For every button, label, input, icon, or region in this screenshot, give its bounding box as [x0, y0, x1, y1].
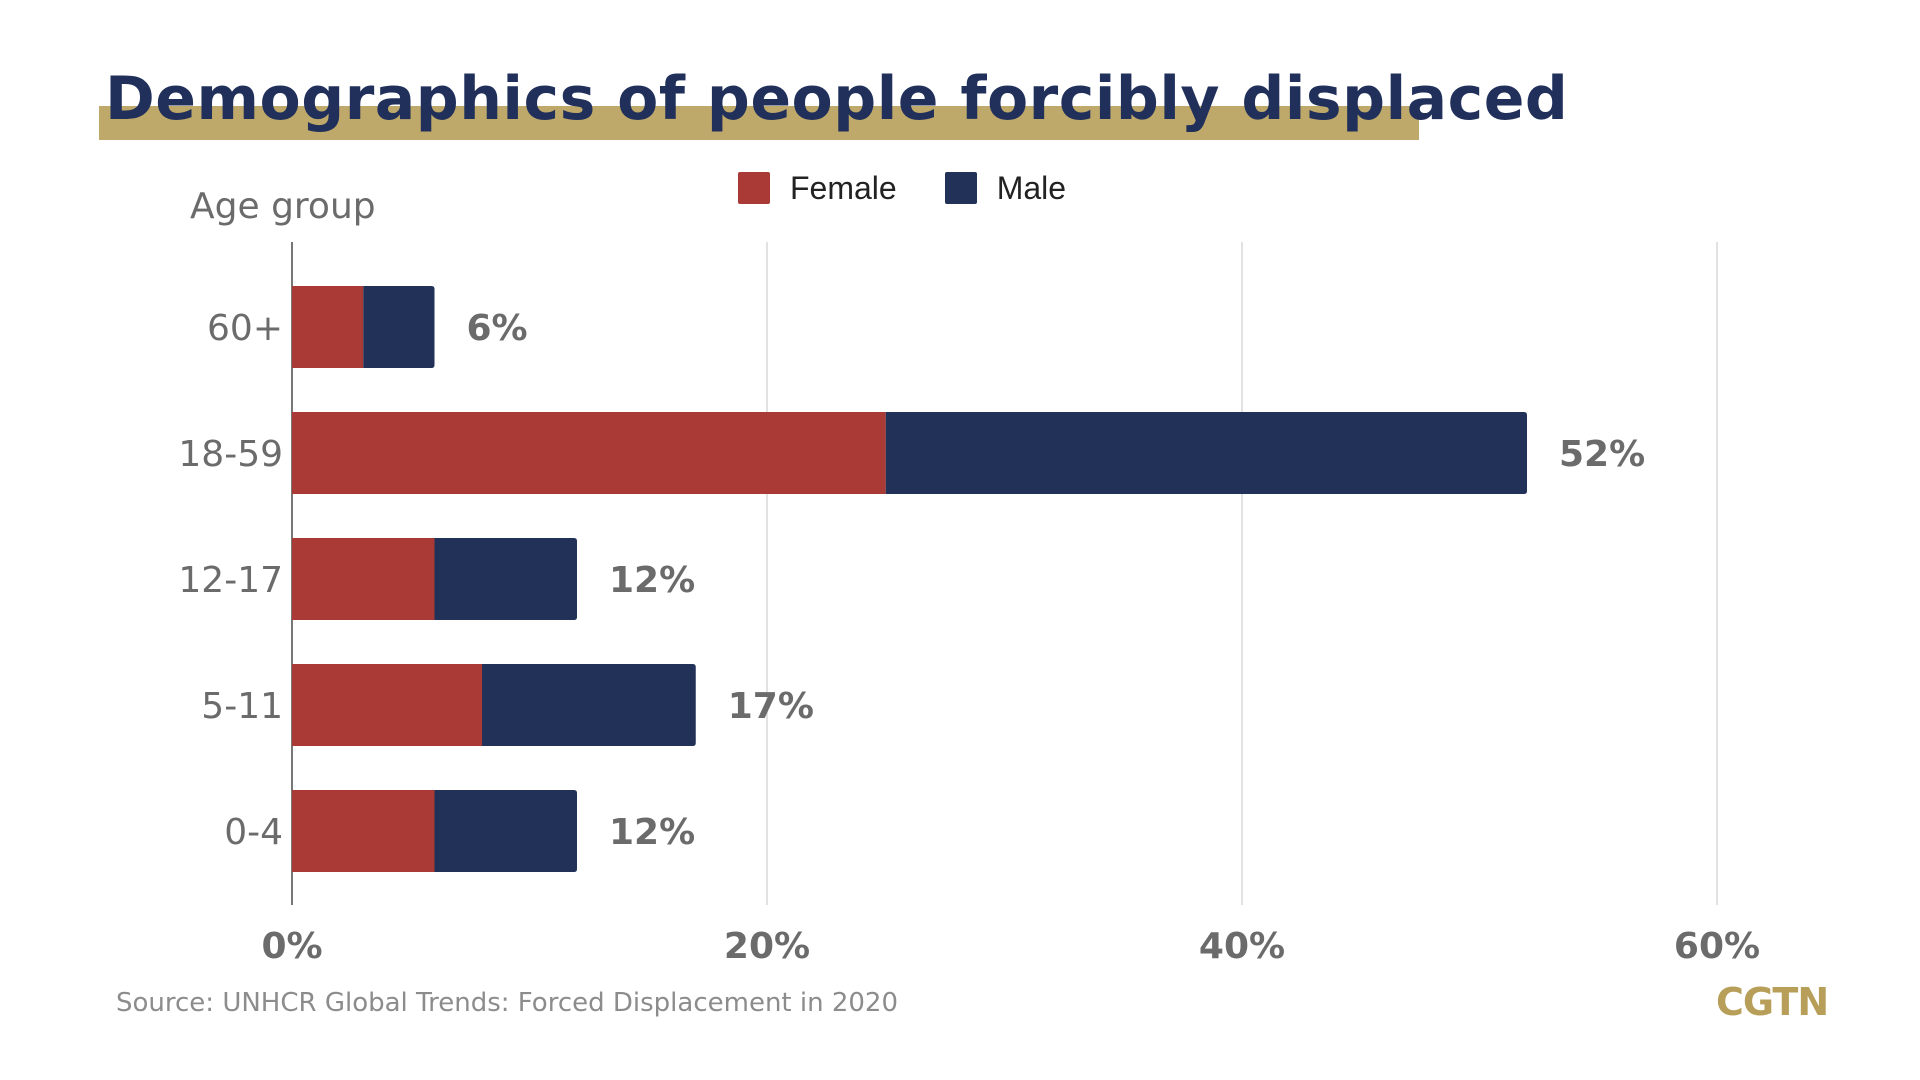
- x-tick-label: 20%: [724, 926, 810, 967]
- bar-male-2: [434, 538, 577, 620]
- bar-male-1: [885, 412, 1527, 494]
- brand-logo: CGTN: [1716, 980, 1829, 1024]
- x-tick-label: 0%: [261, 926, 322, 967]
- legend-item-female: Female: [738, 170, 897, 207]
- data-label: 52%: [1559, 434, 1645, 475]
- legend-label-female: Female: [790, 169, 897, 206]
- legend: Female Male: [738, 170, 1114, 206]
- bar-female-4: [292, 790, 435, 872]
- legend-item-male: Male: [944, 169, 1067, 207]
- bar-female-0: [292, 286, 364, 368]
- chart-title-block: Demographics of people forcibly displace…: [99, 56, 1568, 140]
- x-tick-label: 60%: [1674, 926, 1760, 967]
- legend-label-male: Male: [996, 169, 1067, 206]
- bar-female-2: [292, 538, 435, 620]
- y-tick-label: 5-11: [201, 686, 283, 727]
- data-label: 12%: [609, 560, 695, 601]
- y-tick-label: 12-17: [178, 560, 283, 601]
- x-tick-label: 40%: [1199, 926, 1285, 967]
- legend-swatch-female: [738, 172, 770, 204]
- chart-title: Demographics of people forcibly displace…: [105, 64, 1569, 134]
- bar-male-3: [482, 664, 696, 746]
- data-label: 17%: [728, 686, 814, 727]
- bar-male-4: [434, 790, 577, 872]
- y-tick-label: 18-59: [178, 434, 283, 475]
- bar-female-1: [292, 412, 886, 494]
- bar-female-3: [292, 664, 482, 746]
- source-note: Source: UNHCR Global Trends: Forced Disp…: [116, 988, 899, 1018]
- labels: 0% 20% 40% 60% 60+ 6% 18-59 52% 12-17 12% 5-11 17% 0…: [178, 308, 1760, 967]
- bars: [292, 286, 1527, 872]
- bar-male-0: [363, 286, 435, 368]
- data-label: 12%: [609, 812, 695, 853]
- legend-swatch-male: [944, 172, 977, 204]
- data-label: 6%: [467, 308, 528, 349]
- y-axis-title: Age group: [190, 186, 376, 227]
- y-tick-label: 0-4: [224, 812, 283, 853]
- y-tick-label: 60+: [207, 308, 283, 349]
- title-highlight-bar: [99, 106, 1419, 140]
